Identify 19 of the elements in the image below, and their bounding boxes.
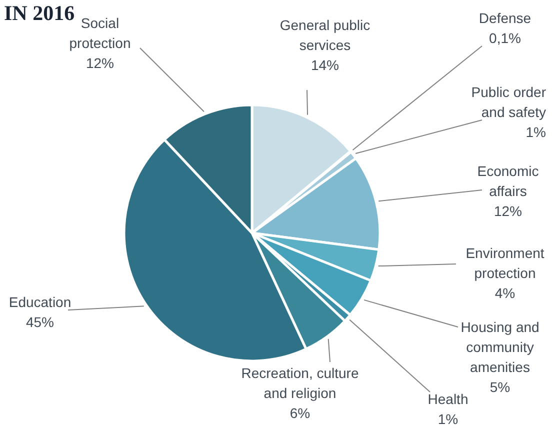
- data-label: 12%: [494, 203, 522, 219]
- data-label: 6%: [290, 405, 310, 421]
- slice-label: Housing and community amenities: [460, 319, 540, 375]
- data-label: 45%: [26, 314, 54, 330]
- data-label: 1%: [526, 124, 546, 140]
- data-label: 5%: [490, 379, 510, 395]
- slice-label: Economic affairs: [477, 163, 539, 199]
- slice-label: Recreation, culture and religion: [241, 365, 359, 401]
- data-label: 4%: [494, 285, 516, 301]
- data-label: 1%: [438, 411, 458, 427]
- slice-label: Health: [428, 391, 468, 407]
- slice-label: Education: [8, 294, 72, 310]
- data-label: 0,1%: [489, 30, 521, 46]
- data-label: 12%: [86, 55, 114, 71]
- slice-label: Environment protection: [466, 245, 544, 281]
- slice-label: General public services: [280, 17, 370, 53]
- slice-label: Defense: [478, 10, 532, 26]
- slice-label: Public order and safety: [471, 84, 546, 120]
- data-label: 14%: [310, 57, 340, 73]
